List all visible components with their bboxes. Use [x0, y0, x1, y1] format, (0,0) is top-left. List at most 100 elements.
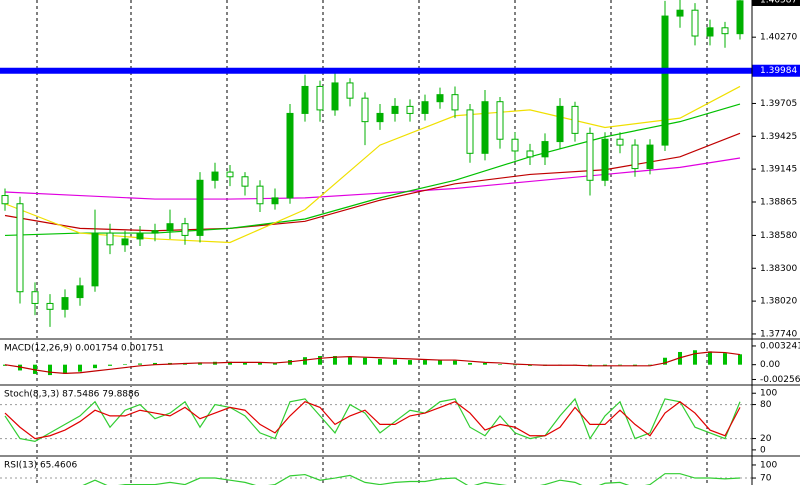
current-price-box — [752, 0, 800, 6]
macd-bar — [468, 362, 472, 365]
candle-body — [136, 232, 144, 240]
macd-bar — [648, 364, 652, 366]
candle-body — [526, 150, 534, 158]
macd-bar — [93, 364, 97, 369]
macd-bar — [363, 357, 367, 365]
macd-bar — [483, 362, 487, 365]
candle-body — [436, 94, 444, 103]
candle-body — [496, 101, 504, 140]
macd-bar — [273, 362, 277, 365]
macd-bar — [258, 362, 262, 365]
series-line — [4, 351, 741, 374]
candle-body — [76, 285, 84, 299]
candle-body — [646, 144, 654, 170]
candle-body — [241, 176, 249, 187]
candle-body — [511, 138, 519, 152]
y-tick-label: 1.40270 — [760, 33, 797, 43]
series-line — [4, 132, 741, 232]
y-tick-label: 0.003241 — [760, 341, 800, 351]
series-line — [4, 103, 741, 237]
candle-body — [601, 138, 609, 181]
level-label-box — [752, 64, 800, 77]
candle-body — [631, 144, 639, 170]
macd-bar — [228, 361, 232, 365]
macd-bar — [513, 364, 517, 366]
y-tick-label: 80 — [760, 400, 772, 410]
macd-bar — [408, 360, 412, 365]
macd-bar — [303, 357, 307, 365]
macd-bar — [78, 364, 82, 372]
candle-body — [286, 112, 294, 199]
series-line — [4, 400, 741, 440]
candle-body — [466, 109, 474, 154]
y-tick-label: 100 — [760, 389, 777, 399]
macd-bar — [318, 356, 322, 365]
macd-bar — [348, 356, 352, 365]
candle-body — [316, 85, 324, 111]
candle-body — [691, 9, 699, 37]
indicator-title: MACD(12,26,9) 0.001754 0.001751 — [4, 344, 164, 354]
y-tick-label: 1.37740 — [760, 329, 797, 339]
macd-bar — [498, 364, 502, 365]
y-tick-label: 1.39705 — [760, 99, 797, 109]
candle-body — [616, 138, 624, 146]
candle-body — [361, 97, 369, 123]
candle-body — [256, 185, 264, 205]
candle-body — [31, 291, 39, 304]
candle-body — [166, 223, 174, 232]
y-tick-label: 0.00 — [760, 360, 780, 370]
candle-body — [121, 238, 129, 246]
y-tick-label: 100 — [760, 460, 777, 470]
candle-body — [331, 82, 339, 111]
macd-bar — [153, 362, 157, 365]
y-tick-label: 1.38300 — [760, 264, 797, 274]
candle-body — [46, 302, 54, 310]
candle-body — [226, 171, 234, 178]
y-tick-label: 20 — [760, 434, 772, 444]
macd-bar — [123, 364, 127, 365]
current-price-label: 1.40587 — [760, 0, 797, 6]
macd-bar — [333, 356, 337, 365]
candle-body — [61, 297, 69, 310]
y-tick-label: 1.38580 — [760, 231, 797, 241]
y-tick-label: 1.38020 — [760, 297, 797, 307]
series-line — [4, 397, 741, 443]
macd-bar — [438, 360, 442, 365]
macd-bar — [453, 360, 457, 365]
level-label: 1.39984 — [760, 66, 797, 76]
macd-bar — [663, 357, 667, 365]
y-tick-label: -0.002562 — [760, 375, 800, 385]
candle-body — [151, 230, 159, 234]
indicator-title: Stoch(8,3,3) 87.5486 79.8886 — [4, 390, 140, 400]
candle-body — [376, 112, 384, 123]
candle-body — [736, 0, 744, 35]
candle-body — [91, 232, 99, 287]
macd-bar — [48, 364, 52, 376]
macd-bar — [693, 350, 697, 365]
candle-body — [721, 27, 729, 35]
y-tick-label: 0 — [760, 445, 766, 455]
macd-bar — [63, 364, 67, 374]
y-tick-label: 70 — [760, 474, 772, 484]
series-line — [4, 157, 741, 200]
candle-body — [196, 179, 204, 236]
candle-body — [586, 132, 594, 181]
candle-body — [211, 171, 219, 181]
candle-body — [706, 27, 714, 37]
candle-body — [16, 203, 24, 293]
candle-body — [301, 85, 309, 114]
macd-bar — [378, 358, 382, 365]
candle-body — [661, 15, 669, 146]
candle-body — [481, 101, 489, 154]
candle-body — [406, 105, 414, 114]
candle-body — [391, 105, 399, 114]
candle-body — [346, 82, 354, 99]
macd-bar — [708, 351, 712, 365]
candle-body — [571, 105, 579, 134]
y-tick-label: 1.38865 — [760, 197, 797, 207]
candle-body — [676, 9, 684, 17]
candle-body — [556, 105, 564, 143]
macd-bar — [738, 354, 742, 365]
